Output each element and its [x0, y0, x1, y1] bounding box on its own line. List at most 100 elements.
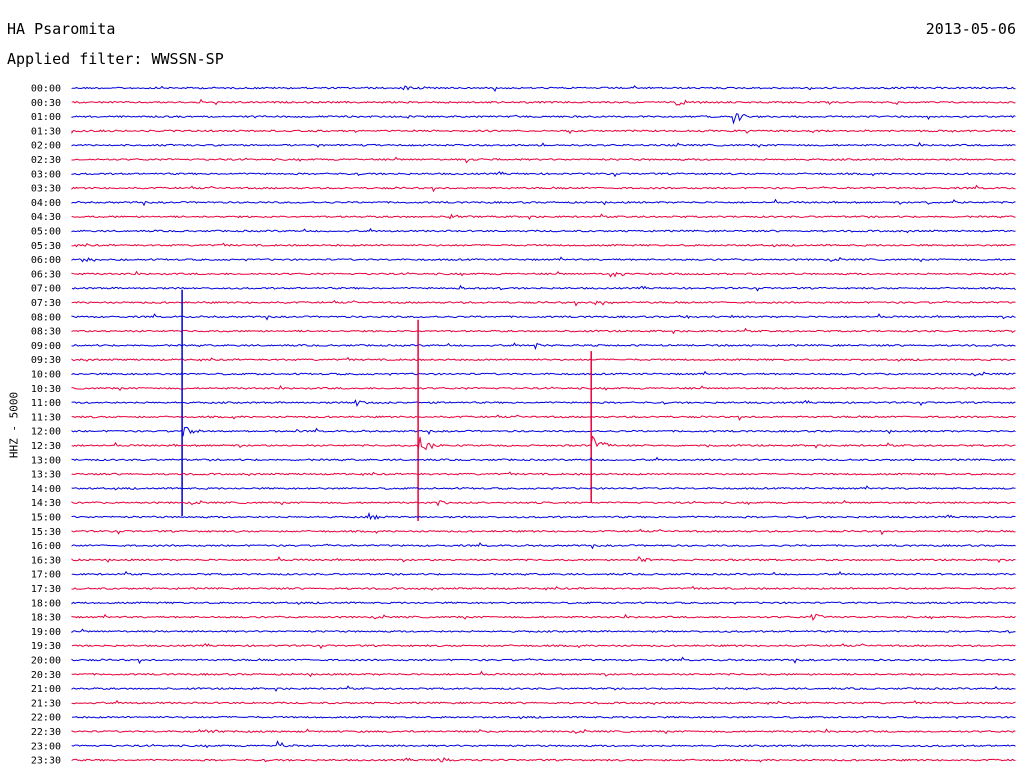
- trace-line: [71, 699, 1016, 706]
- trace-line: [71, 656, 1016, 665]
- trace-line: [71, 198, 1016, 207]
- trace-line: [71, 715, 1016, 720]
- row-time-label: 20:30: [31, 670, 61, 681]
- trace-line: [71, 570, 1016, 577]
- trace-line: [71, 456, 1016, 462]
- row-time-label: 02:00: [31, 141, 61, 152]
- trace-line: [71, 757, 1016, 763]
- trace-line: [71, 426, 1016, 437]
- row-time-label: 06:00: [31, 255, 61, 266]
- station-title: HA Psaromita: [7, 20, 116, 38]
- row-time-label: 09:00: [31, 341, 61, 352]
- row-time-label: 10:00: [31, 370, 61, 381]
- row-time-label: 22:30: [31, 727, 61, 738]
- row-time-label: 09:30: [31, 355, 61, 366]
- row-time-label: 12:30: [31, 441, 61, 452]
- trace-line: [71, 556, 1016, 564]
- trace-line: [71, 98, 1016, 106]
- trace-line: [71, 370, 1016, 377]
- trace-line: [71, 628, 1016, 634]
- trace-line: [71, 85, 1016, 93]
- trace-line: [71, 643, 1016, 650]
- trace-line: [71, 585, 1016, 591]
- row-time-label: 00:30: [31, 98, 61, 109]
- trace-line: [71, 471, 1016, 477]
- trace-line: [71, 399, 1016, 408]
- row-time-label: 23:00: [31, 741, 61, 752]
- row-time-label: 16:00: [31, 541, 61, 552]
- row-time-label: 11:30: [31, 412, 61, 423]
- trace-line: [71, 528, 1016, 536]
- trace-line: [71, 342, 1016, 351]
- trace-line: [71, 499, 1016, 507]
- row-time-label: 15:00: [31, 513, 61, 524]
- trace-line: [71, 740, 1016, 749]
- trace-line: [71, 141, 1016, 148]
- row-time-label: 13:00: [31, 455, 61, 466]
- trace-line: [71, 256, 1016, 263]
- row-time-label: 01:00: [31, 112, 61, 123]
- trace-line: [71, 435, 1016, 451]
- trace-line: [71, 113, 1016, 125]
- row-time-label: 05:00: [31, 227, 61, 238]
- trace-line: [71, 485, 1016, 491]
- row-time-label: 18:00: [31, 598, 61, 609]
- row-time-label: 19:00: [31, 627, 61, 638]
- row-time-label: 16:30: [31, 555, 61, 566]
- row-time-label: 07:30: [31, 298, 61, 309]
- row-time-label: 23:30: [31, 756, 61, 767]
- row-time-label: 11:00: [31, 398, 61, 409]
- trace-line: [71, 171, 1016, 178]
- trace-line: [71, 613, 1016, 622]
- trace-line: [71, 129, 1016, 135]
- trace-line: [71, 356, 1016, 362]
- row-time-label: 19:30: [31, 641, 61, 652]
- row-time-label: 06:30: [31, 269, 61, 280]
- trace-line: [71, 327, 1016, 335]
- trace-line: [71, 156, 1016, 164]
- row-time-label: 03:00: [31, 169, 61, 180]
- trace-line: [71, 184, 1016, 193]
- row-time-label: 05:30: [31, 241, 61, 252]
- row-time-label: 20:00: [31, 656, 61, 667]
- trace-line: [71, 299, 1016, 307]
- row-time-label: 08:30: [31, 327, 61, 338]
- row-time-label: 21:30: [31, 698, 61, 709]
- trace-line: [71, 414, 1016, 422]
- trace-line: [71, 511, 1016, 521]
- date-label: 2013-05-06: [925, 20, 1016, 38]
- row-time-label: 04:00: [31, 198, 61, 209]
- row-time-label: 04:30: [31, 212, 61, 223]
- trace-line: [71, 685, 1016, 692]
- row-time-label: 22:00: [31, 713, 61, 724]
- trace-line: [71, 242, 1016, 248]
- row-time-label: 07:00: [31, 284, 61, 295]
- trace-line: [71, 284, 1016, 292]
- row-time-label: 01:30: [31, 126, 61, 137]
- row-time-label: 21:00: [31, 684, 61, 695]
- row-time-label: 12:00: [31, 427, 61, 438]
- row-time-label: 13:30: [31, 470, 61, 481]
- trace-line: [71, 213, 1016, 220]
- row-time-label: 02:30: [31, 155, 61, 166]
- trace-line: [71, 601, 1016, 605]
- trace-line: [71, 384, 1016, 391]
- row-time-label: 17:00: [31, 570, 61, 581]
- filter-label: Applied filter: WWSSN-SP: [7, 50, 224, 68]
- row-time-label: 15:30: [31, 527, 61, 538]
- trace-line: [71, 670, 1016, 678]
- row-time-label: 18:30: [31, 613, 61, 624]
- row-time-label: 17:30: [31, 584, 61, 595]
- row-time-label: 14:00: [31, 484, 61, 495]
- row-time-label: 08:00: [31, 312, 61, 323]
- trace-line: [71, 542, 1016, 550]
- trace-line: [71, 728, 1016, 735]
- row-time-label: 14:30: [31, 498, 61, 509]
- row-time-label: 03:30: [31, 184, 61, 195]
- trace-line: [71, 270, 1016, 278]
- row-time-label: 00:00: [31, 84, 61, 95]
- row-time-label: 10:30: [31, 384, 61, 395]
- trace-line: [71, 313, 1016, 321]
- trace-line: [71, 227, 1016, 234]
